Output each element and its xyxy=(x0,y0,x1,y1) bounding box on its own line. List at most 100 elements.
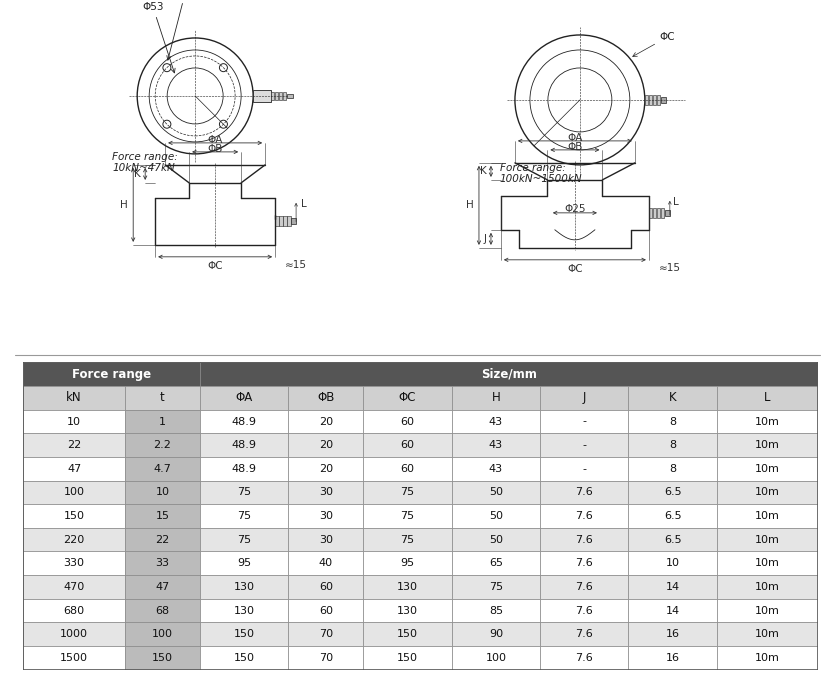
Bar xyxy=(629,386,716,410)
Bar xyxy=(200,410,288,433)
Text: t: t xyxy=(160,392,164,404)
Bar xyxy=(716,599,818,622)
Text: 40: 40 xyxy=(319,558,333,568)
Text: 90: 90 xyxy=(488,629,503,639)
Bar xyxy=(363,528,452,551)
Text: 7.6: 7.6 xyxy=(575,629,593,639)
Bar xyxy=(200,551,288,575)
Bar xyxy=(363,386,452,410)
Bar xyxy=(200,386,288,410)
Text: 7.6: 7.6 xyxy=(575,487,593,497)
Bar xyxy=(271,92,274,100)
Text: 10: 10 xyxy=(665,558,680,568)
Bar xyxy=(23,433,125,457)
Bar xyxy=(363,646,452,670)
Text: 75: 75 xyxy=(401,535,415,545)
Bar xyxy=(288,457,363,481)
Text: 10m: 10m xyxy=(755,511,780,521)
Bar xyxy=(540,599,629,622)
Text: 130: 130 xyxy=(234,605,255,616)
Text: -: - xyxy=(582,440,586,450)
Text: ΦB: ΦB xyxy=(567,142,583,152)
Bar xyxy=(452,646,540,670)
Bar xyxy=(125,528,200,551)
Bar xyxy=(649,208,652,218)
Text: H: H xyxy=(466,200,474,211)
Text: 43: 43 xyxy=(488,440,503,450)
Text: Force range:
10kN~47kN: Force range: 10kN~47kN xyxy=(112,152,178,173)
Bar xyxy=(23,646,125,670)
Bar xyxy=(363,599,452,622)
Bar xyxy=(125,481,200,504)
FancyBboxPatch shape xyxy=(287,94,293,98)
Bar xyxy=(23,362,200,386)
Bar xyxy=(716,481,818,504)
Bar xyxy=(200,457,288,481)
Text: kN: kN xyxy=(66,392,82,404)
Text: 150: 150 xyxy=(63,511,84,521)
Bar xyxy=(363,551,452,575)
Bar xyxy=(540,622,629,646)
Bar xyxy=(23,599,125,622)
Text: 14: 14 xyxy=(665,582,680,592)
Text: 8: 8 xyxy=(669,464,676,474)
Text: 30: 30 xyxy=(319,535,333,545)
Text: 75: 75 xyxy=(488,582,503,592)
Text: 48.9: 48.9 xyxy=(231,464,256,474)
Text: 47: 47 xyxy=(67,464,81,474)
Bar xyxy=(288,599,363,622)
Bar xyxy=(363,622,452,646)
Text: ΦC: ΦC xyxy=(207,261,223,271)
FancyBboxPatch shape xyxy=(660,97,665,103)
Bar xyxy=(125,551,200,575)
Text: 20: 20 xyxy=(319,464,333,474)
Text: 50: 50 xyxy=(489,511,503,521)
Text: L: L xyxy=(673,197,679,207)
Text: 65: 65 xyxy=(489,558,503,568)
Text: 50: 50 xyxy=(489,487,503,497)
Bar xyxy=(200,504,288,528)
Bar xyxy=(452,528,540,551)
Text: 75: 75 xyxy=(237,535,251,545)
Bar xyxy=(288,410,363,433)
Text: Size/mm: Size/mm xyxy=(481,368,537,381)
Text: 470: 470 xyxy=(63,582,85,592)
Bar xyxy=(288,386,363,410)
Bar xyxy=(275,217,279,226)
Bar xyxy=(540,551,629,575)
Text: 95: 95 xyxy=(237,558,251,568)
Bar xyxy=(200,622,288,646)
Text: Force range: Force range xyxy=(72,368,151,381)
Text: 10m: 10m xyxy=(755,416,780,427)
Text: ΦA: ΦA xyxy=(235,392,253,404)
Text: 7.6: 7.6 xyxy=(575,511,593,521)
Text: K: K xyxy=(480,166,487,176)
Text: ≈15: ≈15 xyxy=(285,260,307,270)
Bar xyxy=(629,622,716,646)
Text: 95: 95 xyxy=(401,558,415,568)
Bar xyxy=(540,481,629,504)
Bar xyxy=(200,528,288,551)
Text: -: - xyxy=(582,464,586,474)
Text: 33: 33 xyxy=(155,558,170,568)
Text: 6.5: 6.5 xyxy=(664,487,681,497)
Text: 7.6: 7.6 xyxy=(575,582,593,592)
Bar xyxy=(452,410,540,433)
Bar xyxy=(23,481,125,504)
Text: 330: 330 xyxy=(63,558,84,568)
Bar xyxy=(23,622,125,646)
Text: L: L xyxy=(301,199,306,209)
Bar xyxy=(288,504,363,528)
Bar xyxy=(125,433,200,457)
Bar xyxy=(125,622,200,646)
Bar xyxy=(23,551,125,575)
Text: 10m: 10m xyxy=(755,440,780,450)
Bar xyxy=(23,528,125,551)
Bar xyxy=(657,95,660,105)
Text: 20: 20 xyxy=(319,416,333,427)
Bar xyxy=(125,599,200,622)
Bar xyxy=(649,95,652,105)
Text: 10m: 10m xyxy=(755,464,780,474)
FancyBboxPatch shape xyxy=(253,90,271,102)
Bar xyxy=(288,528,363,551)
